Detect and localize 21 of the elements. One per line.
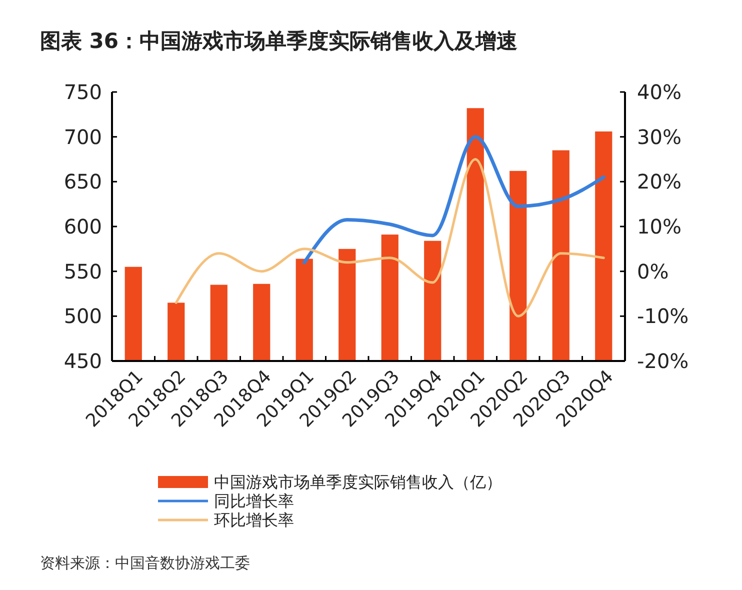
y2-tick-label: 20% (637, 170, 682, 194)
chart-title: 图表 36：中国游戏市场单季度实际销售收入及增速 (40, 29, 518, 53)
y-tick-label: 600 (64, 214, 102, 238)
y2-tick-label: -10% (637, 304, 689, 328)
y2-tick-label: 30% (637, 124, 682, 149)
y2-tick-label: 40% (637, 80, 682, 104)
y-tick-label: 500 (64, 304, 102, 328)
y-tick-label: 650 (64, 170, 102, 194)
legend-label: 中国游戏市场单季度实际销售收入（亿） (214, 472, 502, 492)
legend-label: 环比增长率 (214, 510, 294, 530)
legend-label: 同比增长率 (214, 492, 294, 511)
y2-tick-label: 10% (637, 214, 682, 238)
y2-tick-label: 0% (637, 259, 669, 284)
line-series (174, 158, 605, 318)
y2-tick-label: -20% (637, 349, 689, 373)
text: 资料来源：中国音数协游戏工委 (40, 554, 250, 572)
y-tick-label: 700 (64, 124, 102, 149)
y-tick-label: 550 (64, 259, 102, 284)
line-series (302, 135, 606, 264)
y-tick-label: 450 (64, 349, 102, 373)
y-tick-label: 750 (64, 80, 102, 104)
